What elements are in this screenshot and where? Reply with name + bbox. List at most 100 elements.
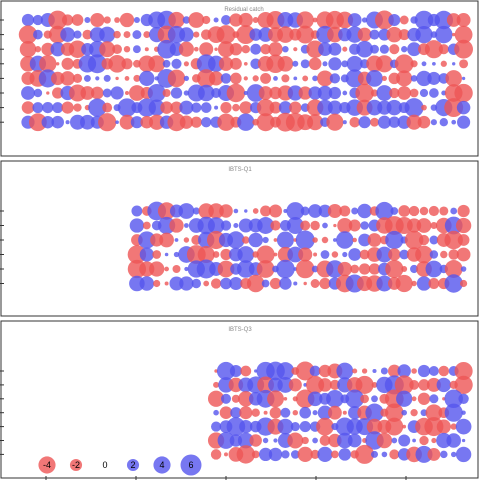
residual-bubble — [131, 205, 143, 217]
residual-bubble — [220, 248, 232, 261]
residual-bubble — [376, 85, 393, 101]
residual-bubble — [260, 44, 271, 55]
residual-bubble — [295, 361, 315, 381]
residual-bubble — [415, 445, 433, 463]
residual-bubble — [418, 379, 430, 391]
residual-bubble — [301, 436, 309, 445]
residual-bubble — [295, 259, 315, 279]
residual-bubble — [237, 113, 255, 131]
residual-bubble — [444, 403, 463, 422]
residual-bubble — [144, 47, 149, 52]
residual-bubble — [238, 218, 253, 233]
residual-bubble — [60, 71, 75, 86]
residual-bubble — [139, 247, 154, 262]
panel-frame — [0, 320, 479, 479]
residual-bubble — [336, 11, 354, 29]
residual-bubble — [329, 379, 340, 390]
residual-bubble — [273, 252, 278, 257]
residual-bubble — [152, 250, 162, 259]
residual-bubble — [367, 233, 382, 247]
residual-bubble — [336, 231, 354, 249]
residual-bubble — [312, 410, 318, 416]
residual-bubble — [317, 99, 333, 116]
residual-bubble — [170, 101, 183, 114]
residual-bubble — [395, 274, 413, 293]
residual-bubble — [457, 234, 470, 246]
residual-bubble — [239, 406, 253, 420]
legend-bubble — [126, 458, 140, 472]
residual-bubble — [307, 391, 323, 407]
residual-bubble — [411, 280, 417, 287]
residual-bubble — [277, 26, 294, 43]
residual-bubble — [390, 207, 399, 215]
residual-bubble — [230, 407, 242, 419]
residual-bubble — [310, 220, 320, 231]
residual-bubble — [318, 364, 332, 378]
residual-bubble — [207, 390, 225, 407]
residual-bubble — [428, 278, 440, 289]
residual-bubble — [171, 58, 182, 69]
residual-bubble — [450, 423, 457, 430]
residual-bubble — [292, 60, 299, 67]
legend-label: -2 — [72, 460, 80, 470]
residual-bubble — [342, 410, 347, 415]
residual-bubble — [411, 368, 417, 374]
residual-bubble — [202, 15, 211, 25]
residual-bubble — [417, 364, 431, 378]
residual-bubble — [309, 365, 321, 377]
residual-bubble — [385, 403, 404, 422]
residual-bubble — [412, 438, 416, 443]
residual-bubble — [220, 220, 232, 231]
residual-bubble — [293, 76, 298, 81]
residual-bubble — [68, 40, 87, 58]
residual-bubble — [199, 42, 214, 57]
residual-bubble — [429, 394, 439, 404]
residual-bubble — [372, 368, 377, 374]
residual-bubble — [269, 406, 282, 419]
residual-bubble — [421, 104, 427, 111]
residual-bubble — [52, 87, 64, 99]
residual-bubble — [444, 260, 463, 278]
residual-bubble — [409, 379, 420, 390]
residual-bubble — [252, 17, 259, 23]
residual-bubble — [103, 16, 111, 24]
residual-bubble — [178, 41, 194, 57]
residual-bubble — [440, 450, 448, 459]
residual-bubble — [375, 201, 394, 221]
residual-bubble — [428, 205, 439, 217]
residual-bubble — [233, 208, 239, 214]
residual-bubble — [201, 117, 212, 128]
residual-bubble — [130, 116, 144, 129]
residual-bubble — [243, 90, 248, 96]
residual-bubble — [358, 233, 371, 247]
residual-bubble — [256, 245, 275, 264]
residual-bubble — [221, 15, 231, 25]
residual-bubble — [368, 263, 381, 275]
residual-bubble — [276, 231, 294, 249]
residual-bubble — [115, 120, 119, 124]
residual-bubble — [401, 266, 408, 272]
residual-bubble — [208, 71, 224, 86]
residual-bubble — [351, 207, 359, 215]
residual-bubble — [456, 100, 471, 115]
residual-bubble — [184, 266, 189, 272]
residual-bubble — [241, 44, 251, 54]
residual-bubble — [48, 10, 68, 30]
residual-bubble — [386, 26, 403, 43]
residual-bubble — [117, 98, 137, 117]
residual-bubble — [164, 252, 169, 257]
residual-bubble — [183, 237, 190, 243]
residual-bubble — [385, 230, 404, 250]
residual-bubble — [183, 61, 189, 67]
residual-bubble — [33, 29, 43, 40]
y-axis-ticks — [0, 210, 4, 284]
residual-bubble — [376, 246, 393, 263]
residual-bubble — [417, 392, 431, 405]
residual-bubble — [82, 29, 93, 40]
residual-bubble — [178, 203, 195, 219]
residual-bubble — [164, 266, 169, 272]
residual-bubble — [236, 445, 255, 464]
residual-bubble — [399, 249, 410, 260]
residual-bubble — [370, 117, 379, 127]
residual-bubble — [114, 17, 121, 23]
